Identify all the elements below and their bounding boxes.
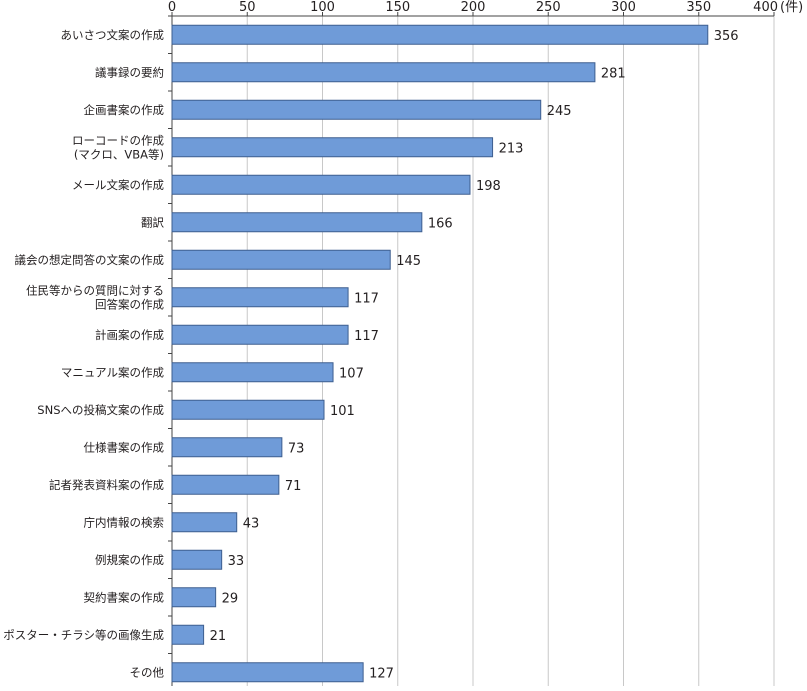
data-label: 21 <box>210 629 227 644</box>
bar <box>171 399 325 420</box>
bar <box>171 512 238 533</box>
x-tick-label: 300 <box>611 0 636 15</box>
data-label: 145 <box>396 254 421 269</box>
bar <box>171 474 280 495</box>
category-label-line: あいさつ文案の作成 <box>61 28 165 42</box>
x-tick-label: 400 <box>753 0 778 15</box>
category-label-line: ローコードの作成 <box>72 133 164 147</box>
bar <box>171 24 709 45</box>
category-label: マニュアル案の作成 <box>61 365 165 379</box>
category-label: 記者発表資料案の作成 <box>49 478 164 492</box>
category-label-line: その他 <box>130 665 165 679</box>
data-label: 281 <box>601 66 626 81</box>
category-label: メール文案の作成 <box>72 178 164 192</box>
category-label-line: 庁内情報の検索 <box>84 515 165 529</box>
category-label: 翻訳 <box>141 215 164 229</box>
bar <box>171 137 494 158</box>
data-label: 356 <box>714 29 739 44</box>
labels: 0 50 100 150 200 250 300 350 400 (件) 356 あいさつ文案の作成 2… <box>3 0 803 681</box>
x-tick-label: 50 <box>239 0 256 15</box>
bar <box>171 587 217 608</box>
category-label: あいさつ文案の作成 <box>61 28 165 42</box>
category-label: 議会の想定問答の文案の作成 <box>15 253 165 267</box>
category-label-line: SNSへの投稿文案の作成 <box>37 403 164 417</box>
data-label: 198 <box>476 179 501 194</box>
data-label: 101 <box>330 404 355 419</box>
data-label: 43 <box>243 516 260 531</box>
category-label: ローコードの作成(マクロ、VBA等) <box>72 133 164 161</box>
category-label-line: (マクロ、VBA等) <box>74 147 164 161</box>
bar <box>171 662 364 683</box>
x-tick-label: 250 <box>536 0 561 15</box>
bar <box>171 437 283 458</box>
data-label: 213 <box>499 141 524 156</box>
data-label: 245 <box>547 104 572 119</box>
category-label-line: マニュアル案の作成 <box>61 365 165 379</box>
bar <box>171 549 223 570</box>
category-label: 契約書案の作成 <box>84 590 165 604</box>
category-label: SNSへの投稿文案の作成 <box>37 403 164 417</box>
bar <box>171 249 391 270</box>
bar <box>171 287 349 308</box>
x-tick-label: 200 <box>461 0 486 15</box>
x-tick-label: 350 <box>686 0 711 15</box>
category-label-line: 議会の想定問答の文案の作成 <box>15 253 165 267</box>
category-label: 仕様書案の作成 <box>84 440 165 454</box>
category-label-line: 企画書案の作成 <box>84 103 165 117</box>
category-label-line: 住民等からの質問に対する <box>26 283 164 297</box>
x-tick-label: 0 <box>168 0 176 15</box>
bar <box>171 62 596 83</box>
bar <box>171 324 349 345</box>
bars <box>171 24 709 683</box>
category-label-line: 例規案の作成 <box>95 553 164 567</box>
category-label-line: 仕様書案の作成 <box>84 440 165 454</box>
bar <box>171 212 423 233</box>
axes <box>168 12 775 686</box>
category-label: その他 <box>130 665 165 679</box>
category-label: 例規案の作成 <box>95 553 164 567</box>
category-label-line: 契約書案の作成 <box>84 590 165 604</box>
category-label-line: 翻訳 <box>141 215 164 229</box>
category-label: 住民等からの質問に対する回答案の作成 <box>26 283 164 311</box>
data-label: 117 <box>354 291 379 306</box>
bar <box>171 99 542 120</box>
data-label: 71 <box>285 479 302 494</box>
category-label-line: 記者発表資料案の作成 <box>49 478 164 492</box>
unit-label: (件) <box>780 0 803 15</box>
bar <box>171 174 471 195</box>
category-label-line: 計画案の作成 <box>95 328 164 342</box>
data-label: 107 <box>339 366 364 381</box>
category-label: 計画案の作成 <box>95 328 164 342</box>
data-label: 166 <box>428 216 453 231</box>
data-label: 73 <box>288 441 305 456</box>
category-label-line: 議事録の要約 <box>95 65 164 79</box>
data-label: 117 <box>354 329 379 344</box>
data-label: 33 <box>228 554 245 569</box>
bar <box>171 362 334 383</box>
category-label: 企画書案の作成 <box>84 103 165 117</box>
data-label: 29 <box>222 591 239 606</box>
category-label-line: ポスター・チラシ等の画像生成 <box>3 628 164 642</box>
category-label: 庁内情報の検索 <box>84 515 165 529</box>
category-label: ポスター・チラシ等の画像生成 <box>3 628 164 642</box>
data-label: 127 <box>369 666 394 681</box>
x-tick-label: 100 <box>310 0 335 15</box>
x-tick-label: 150 <box>385 0 410 15</box>
category-label-line: 回答案の作成 <box>95 297 164 311</box>
grid-lines <box>246 16 775 686</box>
bar <box>171 624 205 645</box>
category-label: 議事録の要約 <box>95 65 164 79</box>
category-label-line: メール文案の作成 <box>72 178 164 192</box>
